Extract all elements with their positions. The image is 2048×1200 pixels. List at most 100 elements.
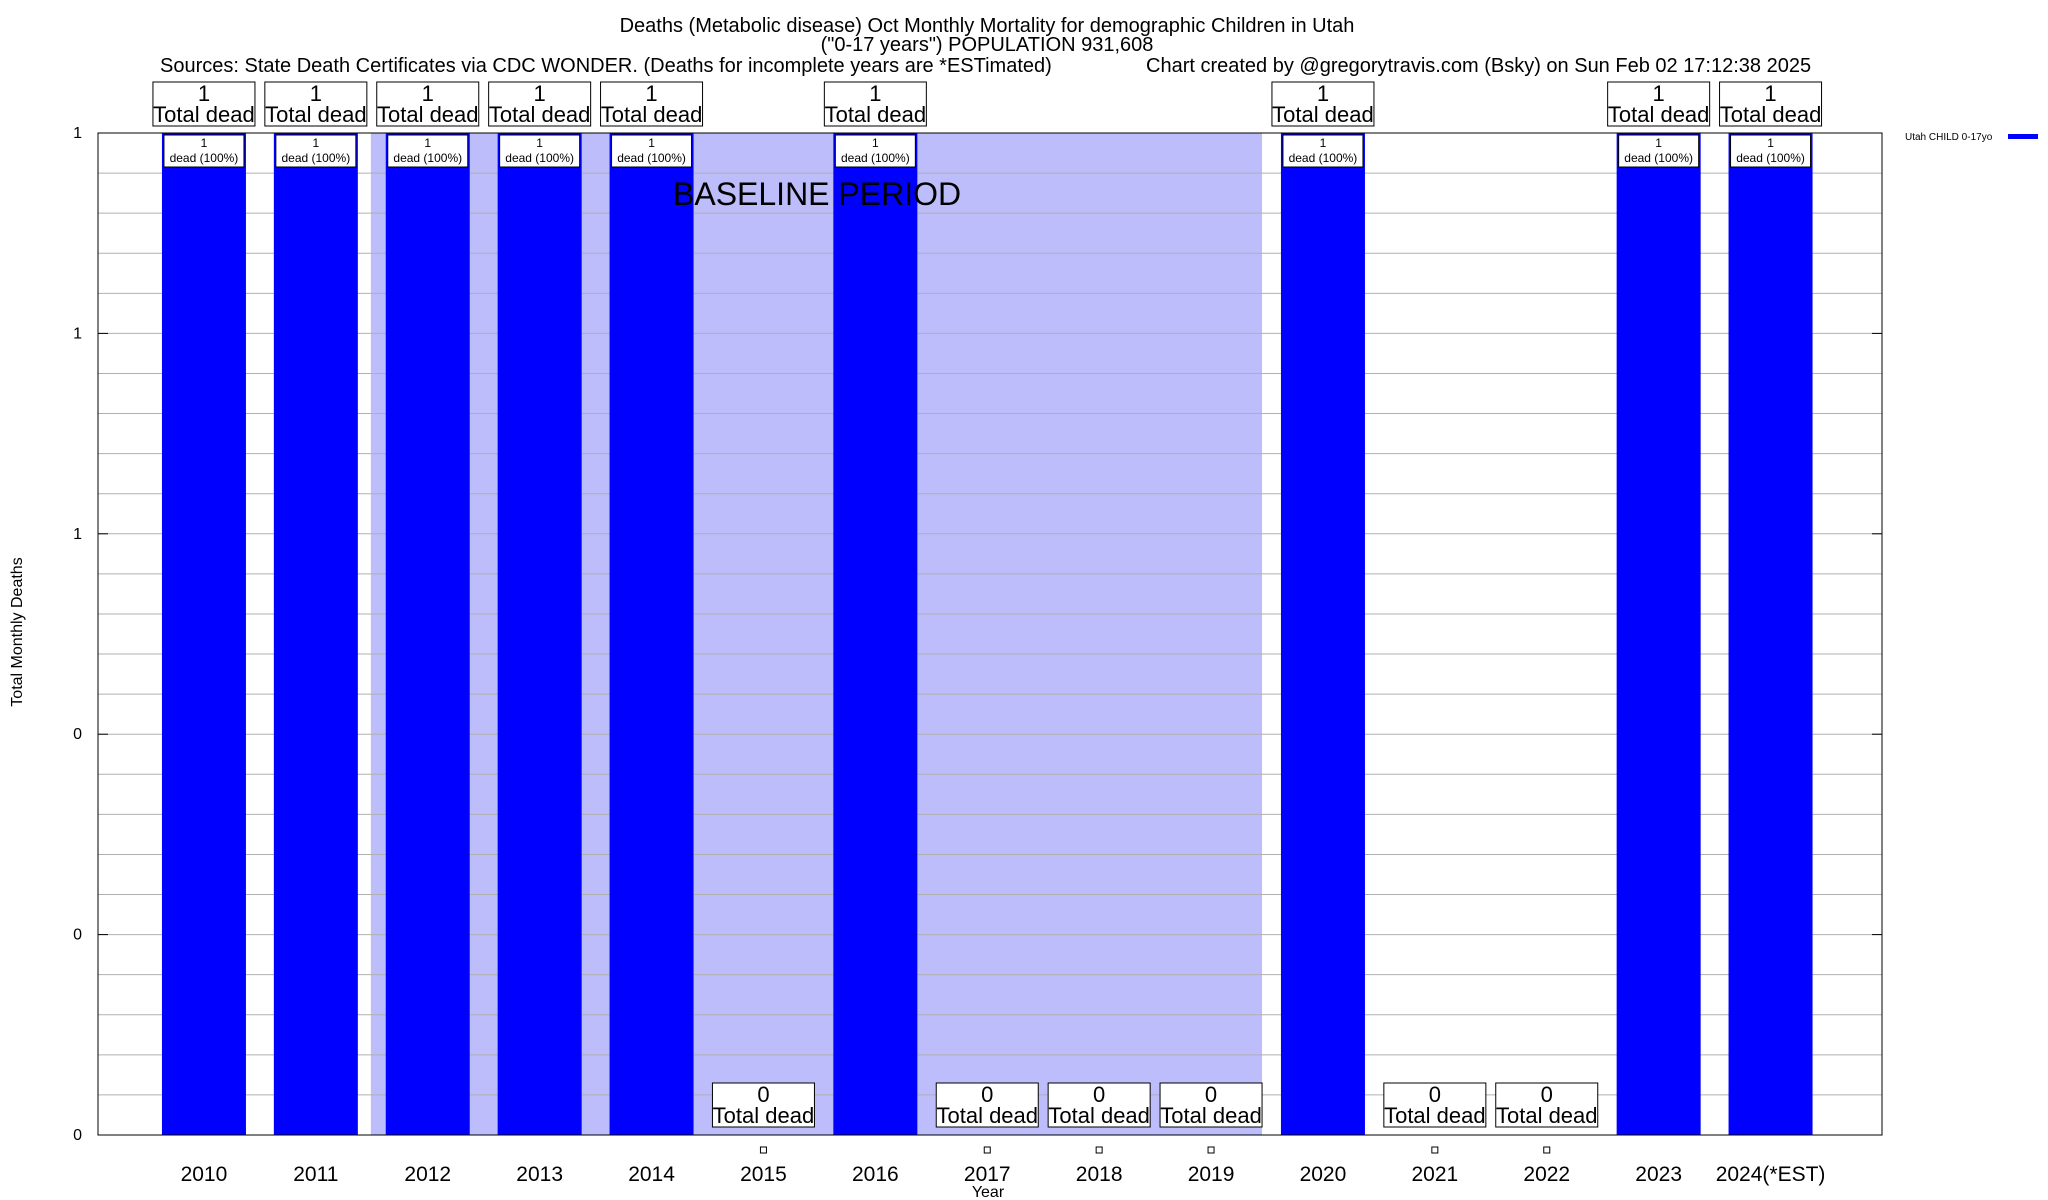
total-label-value: 0 (757, 1082, 769, 1107)
inner-label-text: dead (100%) (617, 151, 686, 165)
total-label-text: Total dead (825, 102, 927, 127)
x-tick-label: 2014 (628, 1163, 675, 1186)
bar (273, 133, 358, 1135)
inner-label-box (1730, 134, 1812, 168)
total-label-value: 1 (310, 81, 322, 106)
total-label-value: 1 (1653, 81, 1665, 106)
zero-marker (1095, 1146, 1103, 1154)
bar (385, 133, 470, 1135)
inner-label-value: 1 (648, 136, 655, 150)
x-axis-label: Year (972, 1184, 1005, 1200)
legend-swatch (2008, 134, 2038, 139)
total-label-text: Total dead (601, 102, 703, 127)
zero-marker (1431, 1146, 1439, 1154)
bar (1616, 133, 1701, 1135)
total-label-box (488, 81, 592, 127)
y-tick-label: 1 (73, 325, 82, 342)
x-tick-label: 2019 (1188, 1163, 1235, 1186)
zero-marker (983, 1146, 991, 1154)
chart-credit: Chart created by @gregorytravis.com (Bsk… (1146, 55, 1811, 77)
chart-sources: Sources: State Death Certificates via CD… (160, 55, 1052, 77)
inner-label-box (275, 134, 357, 168)
inner-label-text: dead (100%) (393, 151, 462, 165)
inner-label-value: 1 (424, 136, 431, 150)
inner-label-box (1282, 134, 1364, 168)
axes: 2010 2011 2012 2013 2014 2015 2016 2017 2018 2019… (73, 125, 1883, 1186)
total-label-text: Total dead (1608, 102, 1710, 127)
inner-label-value: 1 (1767, 136, 1774, 150)
total-label-box (1159, 1082, 1263, 1128)
x-tick-label: 2020 (1300, 1163, 1347, 1186)
total-label-value: 1 (534, 81, 546, 106)
total-label-value: 0 (1541, 1082, 1553, 1107)
inner-label-box (1618, 134, 1700, 168)
inner-label-text: dead (100%) (1624, 151, 1693, 165)
total-label-value: 0 (1429, 1082, 1441, 1107)
total-label-box (1719, 81, 1823, 127)
bar (1728, 133, 1813, 1135)
inner-label-value: 1 (536, 136, 543, 150)
inner-label-box (387, 134, 469, 168)
inner-label-text: dead (100%) (170, 151, 239, 165)
chart-subtitle: ("0-17 years") POPULATION 931,608 (821, 34, 1154, 56)
total-label-text: Total dead (1496, 1103, 1598, 1128)
inner-label-text: dead (100%) (841, 151, 910, 165)
x-tick-label: 2015 (740, 1163, 787, 1186)
y-tick-label: 1 (73, 125, 82, 142)
total-label-text: Total dead (936, 1103, 1038, 1128)
x-tick-label: 2022 (1523, 1163, 1570, 1186)
total-label-value: 1 (1764, 81, 1776, 106)
x-tick-label: 2012 (404, 1163, 451, 1186)
total-label-text: Total dead (377, 102, 479, 127)
total-label-box (600, 81, 704, 127)
total-label-box (1047, 1082, 1151, 1128)
inner-label-value: 1 (1655, 136, 1662, 150)
total-label-value: 0 (1205, 1082, 1217, 1107)
inner-label-value: 1 (1320, 136, 1327, 150)
total-label-value: 0 (1093, 1082, 1105, 1107)
zero-marker (1543, 1146, 1551, 1154)
total-label-box (1271, 81, 1375, 127)
inner-label-value: 1 (201, 136, 208, 150)
total-label-value: 1 (198, 81, 210, 106)
x-tick-label: 2021 (1411, 1163, 1458, 1186)
x-tick-label: 2017 (964, 1163, 1011, 1186)
bar (833, 133, 918, 1135)
bars (161, 133, 1813, 1135)
plot-frame (97, 132, 1883, 1136)
total-label-box (152, 81, 256, 127)
total-label-value: 0 (981, 1082, 993, 1107)
y-axis-label: Total Monthly Deaths (9, 557, 26, 706)
total-label-text: Total dead (153, 102, 255, 127)
total-label-text: Total dead (1048, 1103, 1150, 1128)
inner-label-box (834, 134, 916, 168)
chart-title: Deaths (Metabolic disease) Oct Monthly M… (620, 15, 1355, 37)
legend-entry-label: Utah CHILD 0-17yo (1905, 132, 1993, 143)
x-tick-label: 2013 (516, 1163, 563, 1186)
total-label-value: 1 (645, 81, 657, 106)
total-label-value: 1 (869, 81, 881, 106)
total-label-text: Total dead (489, 102, 591, 127)
y-tick-label: 0 (73, 1127, 82, 1144)
inner-label-value: 1 (872, 136, 879, 150)
x-tick-label: 2024(*EST) (1716, 1163, 1826, 1186)
total-label-box (264, 81, 368, 127)
inner-label-text: dead (100%) (281, 151, 350, 165)
x-tick-label: 2016 (852, 1163, 899, 1186)
zero-marker (1207, 1146, 1215, 1154)
total-label-box (1607, 81, 1711, 127)
inner-label-text: dead (100%) (1736, 151, 1805, 165)
total-label-box (376, 81, 480, 127)
total-label-box (1383, 1082, 1487, 1128)
inner-label-box (611, 134, 693, 168)
total-label-text: Total dead (1160, 1103, 1262, 1128)
total-label-text: Total dead (713, 1103, 815, 1128)
total-label-text: Total dead (265, 102, 367, 127)
legend: Utah CHILD 0-17yo (1905, 132, 2038, 143)
total-label-box (711, 1082, 815, 1128)
total-label-text: Total dead (1272, 102, 1374, 127)
total-label-box (935, 1082, 1039, 1128)
inner-label-text: dead (100%) (1289, 151, 1358, 165)
y-tick-label: 0 (73, 927, 82, 944)
